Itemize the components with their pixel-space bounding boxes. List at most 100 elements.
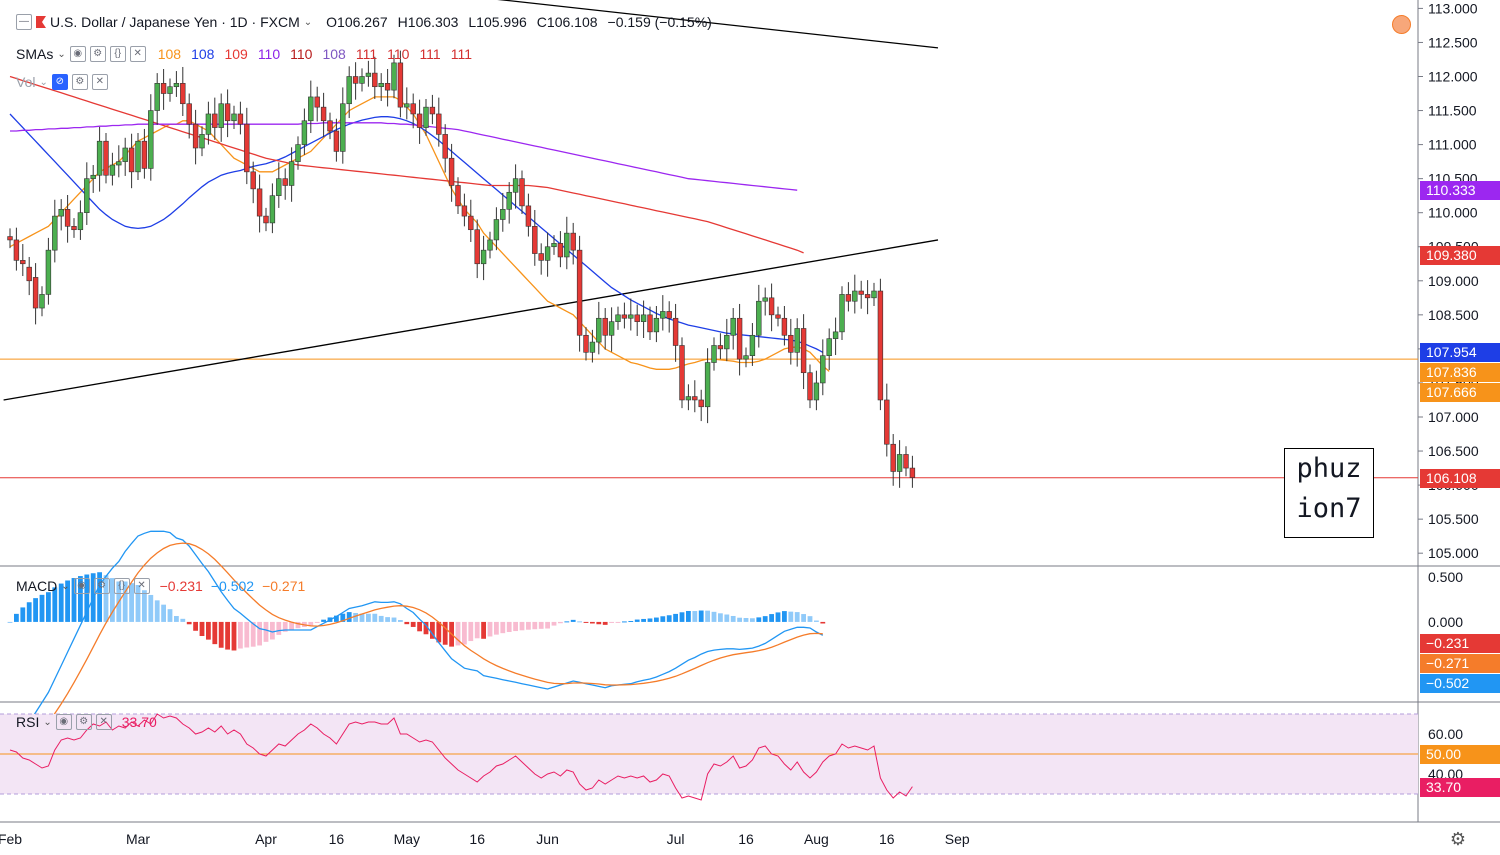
candle-body[interactable] bbox=[173, 83, 180, 88]
candle-body[interactable] bbox=[52, 215, 58, 251]
candle-body[interactable] bbox=[666, 311, 672, 319]
candle-body[interactable] bbox=[756, 300, 762, 336]
candle-body[interactable] bbox=[320, 106, 327, 122]
candle-body[interactable] bbox=[416, 113, 423, 128]
candle-body[interactable] bbox=[397, 62, 404, 108]
sma-line[interactable] bbox=[10, 122, 798, 191]
candle-body[interactable] bbox=[493, 219, 500, 241]
chevron-down-icon[interactable]: ⌄ bbox=[303, 16, 313, 28]
candle-body[interactable] bbox=[730, 317, 736, 336]
candle-body[interactable] bbox=[685, 396, 692, 401]
close-icon[interactable]: ✕ bbox=[95, 714, 112, 730]
candle-body[interactable] bbox=[109, 164, 116, 176]
macd-signal-line[interactable] bbox=[9, 542, 823, 754]
flag-icon[interactable] bbox=[36, 16, 46, 28]
candle-body[interactable] bbox=[186, 103, 192, 125]
candle-body[interactable] bbox=[39, 294, 45, 309]
source-code-icon[interactable]: {} bbox=[113, 578, 130, 594]
candle-body[interactable] bbox=[314, 96, 320, 108]
candle-body[interactable] bbox=[602, 317, 608, 336]
candle-body[interactable] bbox=[205, 113, 212, 135]
candle-body[interactable] bbox=[167, 86, 173, 94]
candle-body[interactable] bbox=[864, 294, 871, 299]
candle-body[interactable] bbox=[436, 113, 442, 135]
candle-body[interactable] bbox=[461, 205, 468, 217]
candle-body[interactable] bbox=[743, 355, 749, 360]
candle-body[interactable] bbox=[570, 232, 576, 251]
candle-body[interactable] bbox=[903, 454, 909, 469]
trend-line[interactable] bbox=[3, 239, 939, 401]
candle-body[interactable] bbox=[448, 157, 455, 186]
candle-body[interactable] bbox=[845, 294, 852, 302]
candle-body[interactable] bbox=[896, 454, 903, 472]
candle-body[interactable] bbox=[871, 290, 877, 299]
candle-body[interactable] bbox=[762, 297, 768, 302]
candle-body[interactable] bbox=[346, 76, 352, 105]
candle-body[interactable] bbox=[788, 334, 794, 353]
candle-body[interactable] bbox=[768, 297, 775, 316]
candle-body[interactable] bbox=[384, 83, 391, 91]
candle-body[interactable] bbox=[103, 140, 109, 176]
chevron-down-icon[interactable]: ⌄ bbox=[39, 76, 48, 88]
candle-body[interactable] bbox=[474, 229, 480, 265]
sma-line[interactable] bbox=[9, 75, 804, 254]
candle-body[interactable] bbox=[180, 83, 186, 105]
candle-body[interactable] bbox=[813, 382, 820, 401]
candle-body[interactable] bbox=[480, 249, 487, 265]
candle-body[interactable] bbox=[890, 443, 896, 472]
candle-body[interactable] bbox=[839, 294, 845, 333]
candle-body[interactable] bbox=[218, 103, 224, 128]
candle-body[interactable] bbox=[13, 239, 20, 261]
candle-body[interactable] bbox=[340, 103, 346, 152]
candle-body[interactable] bbox=[250, 171, 256, 190]
chevron-down-icon[interactable]: ⌄ bbox=[61, 580, 70, 592]
candle-body[interactable] bbox=[512, 178, 519, 193]
candle-body[interactable] bbox=[442, 134, 448, 159]
candle-body[interactable] bbox=[423, 106, 429, 128]
candle-body[interactable] bbox=[90, 174, 96, 179]
trend-line[interactable] bbox=[394, 0, 939, 49]
close-icon[interactable]: ✕ bbox=[129, 46, 146, 62]
candle-body[interactable] bbox=[295, 144, 301, 162]
candle-body[interactable] bbox=[538, 253, 544, 261]
settings-icon[interactable]: ⚙ bbox=[89, 46, 106, 62]
rsi-line[interactable] bbox=[9, 713, 913, 801]
candle-body[interactable] bbox=[564, 232, 570, 258]
candle-body[interactable] bbox=[858, 290, 864, 295]
candle-body[interactable] bbox=[852, 290, 858, 302]
candle-body[interactable] bbox=[455, 185, 461, 207]
candle-body[interactable] bbox=[160, 83, 167, 94]
candle-body[interactable] bbox=[500, 208, 506, 220]
candle-body[interactable] bbox=[327, 120, 333, 132]
candle-body[interactable] bbox=[192, 123, 199, 149]
candle-body[interactable] bbox=[692, 396, 698, 401]
hidden-eye-icon[interactable]: ⊘ bbox=[51, 74, 68, 90]
close-icon[interactable]: ✕ bbox=[91, 74, 108, 90]
candle-body[interactable] bbox=[608, 321, 615, 336]
candle-body[interactable] bbox=[877, 290, 884, 401]
alert-dot-icon[interactable] bbox=[1392, 15, 1411, 34]
candle-body[interactable] bbox=[884, 399, 890, 445]
candle-body[interactable] bbox=[596, 317, 602, 343]
candle-body[interactable] bbox=[32, 277, 39, 309]
gear-icon[interactable]: ⚙ bbox=[1450, 829, 1466, 850]
candle-body[interactable] bbox=[58, 208, 64, 217]
candle-body[interactable] bbox=[800, 328, 807, 374]
settings-icon[interactable]: ⚙ bbox=[75, 714, 92, 730]
candle-body[interactable] bbox=[199, 134, 205, 149]
candle-body[interactable] bbox=[781, 317, 788, 336]
candle-body[interactable] bbox=[7, 236, 13, 241]
candle-body[interactable] bbox=[404, 103, 410, 108]
candle-body[interactable] bbox=[372, 72, 378, 88]
candle-body[interactable] bbox=[628, 314, 634, 319]
candle-body[interactable] bbox=[576, 249, 583, 336]
eye-icon[interactable]: ◉ bbox=[69, 46, 86, 62]
macd-label[interactable]: MACD bbox=[16, 578, 58, 594]
candle-body[interactable] bbox=[224, 103, 231, 122]
eye-icon[interactable]: ◉ bbox=[55, 714, 72, 730]
candle-body[interactable] bbox=[141, 140, 148, 169]
candle-body[interactable] bbox=[794, 328, 800, 353]
candle-body[interactable] bbox=[487, 239, 493, 251]
candle-body[interactable] bbox=[519, 178, 525, 207]
candle-body[interactable] bbox=[269, 195, 276, 224]
